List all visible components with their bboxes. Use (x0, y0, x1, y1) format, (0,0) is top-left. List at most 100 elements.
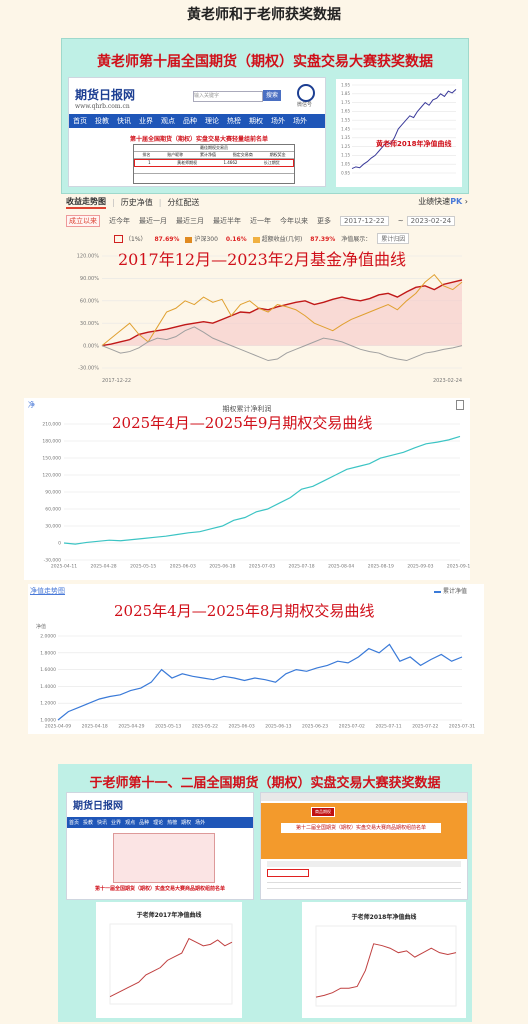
series-line (63, 435, 461, 545)
search-button[interactable]: 搜索 (263, 90, 281, 101)
filter-item[interactable]: 最近半年 (213, 217, 241, 225)
y-tick-label: 1.85 (341, 91, 350, 96)
y-tick-label: 210,000 (42, 422, 61, 428)
x-tick-label: 2023-02-24 (433, 378, 462, 384)
y-tick-label: 0.00% (83, 343, 99, 349)
nav-item[interactable]: 首页 (73, 117, 87, 125)
search-input[interactable]: 输入关键字 (193, 91, 263, 102)
x-tick-label: 2025-09-18 (447, 564, 470, 570)
series-line (315, 943, 457, 998)
qr-label: 微信号 (297, 102, 313, 108)
y-axis-label: 净值 (36, 623, 46, 630)
tab-trend[interactable]: 收益走势图 (66, 196, 106, 209)
nav-item[interactable]: 业界 (139, 117, 153, 125)
nav-item[interactable]: 观点 (125, 820, 136, 826)
nav-item[interactable]: 投教 (95, 117, 109, 125)
nav-item[interactable]: 快讯 (97, 820, 108, 826)
option-nav-chart-svg: 净值2.00001.80001.60001.40001.20001.000020… (36, 623, 475, 730)
legend-right[interactable]: 累计净值 (434, 586, 467, 595)
nav-item[interactable]: 热榜 (227, 117, 241, 125)
chart-legend-left[interactable]: 净值走势图 (30, 587, 65, 595)
filter-item[interactable]: 最近一月 (139, 217, 167, 225)
nav-item[interactable]: 场外 (271, 117, 285, 125)
y-tick-label: 1.4000 (40, 684, 56, 690)
tab-history[interactable]: 历史净值 (120, 197, 153, 207)
nav-item[interactable]: 场外 (195, 820, 206, 826)
y-tick-label: 1.75 (341, 100, 350, 105)
nav-item[interactable]: 观点 (161, 117, 175, 125)
browser-bar (261, 793, 467, 801)
y-tick-label: -30.00% (78, 366, 99, 372)
nav-item[interactable]: 理论 (205, 117, 219, 125)
nav-item[interactable]: 期权 (249, 117, 263, 125)
nav-item[interactable]: 热榜 (167, 820, 178, 826)
site-nav: 首页 投教 快讯 业界 观点 品种 理论 热榜 期权 场外 (67, 817, 253, 828)
award-panel-huang: 黄老师第十届全国期货（期权）实盘交易大赛获奖数据 期货日报网 www.qhrb.… (61, 38, 469, 194)
filter-more[interactable]: 更多 (317, 217, 331, 225)
y-tick-label: 1.0000 (40, 718, 56, 724)
display-mode-select[interactable]: 累计归因 (377, 233, 410, 244)
y-tick-label: 90,000 (45, 490, 61, 496)
nav-item[interactable]: 业界 (111, 820, 122, 826)
y-tick-label: 1.95 (341, 82, 350, 87)
x-tick-label: 2025-05-13 (155, 724, 181, 730)
option-profit-chart-svg: 210,000 180,000 150,000 120,000 90,000 60,000… (42, 422, 473, 570)
panel-heading: 黄老师第十届全国期货（期权）实盘交易大赛获奖数据 (97, 54, 433, 70)
fund-nav-chart-svg: 120.00% 90.00% 60.00% 30.00% 0.00% -30.00%201… (77, 254, 463, 384)
x-tick-label: 2025-04-29 (118, 724, 144, 730)
nav-item[interactable]: 品种 (183, 117, 197, 125)
menu-icon[interactable] (456, 400, 464, 410)
series-line (57, 643, 463, 721)
table-row-highlight: 1 黄老师期权 1.4662 长江期货 (134, 159, 294, 167)
y-tick-label: 60,000 (45, 507, 61, 513)
y-tick-label: 150,000 (42, 456, 61, 462)
x-tick-label: 2025-07-22 (412, 724, 438, 730)
nav-item[interactable]: 首页 (69, 820, 80, 826)
date-to-input[interactable]: 2023-02-24 (406, 216, 456, 226)
nav-item[interactable]: 快讯 (117, 117, 131, 125)
y-tick-label: -30,000 (44, 558, 62, 564)
nav-item[interactable]: 理论 (153, 820, 164, 826)
table-header: 最佳期权交易员 (134, 145, 294, 152)
table-col-row: 排名 账户昵称 累计净值 指定交易商 期权奖金 (134, 152, 294, 159)
legend-item[interactable]: 超额收益(几何) 87.39% (252, 234, 335, 243)
chevron-right-icon: › (464, 197, 468, 206)
legend-item[interactable]: （1%） 87.69% (114, 234, 179, 244)
nav-item[interactable]: 投教 (83, 820, 94, 826)
filter-item[interactable]: 近一年 (250, 217, 271, 225)
chart-title: 期权累计净利润 (222, 405, 272, 413)
filter-since-inception[interactable]: 成立以来 (66, 215, 100, 227)
y-tick-label: 1.35 (341, 135, 350, 140)
x-tick-label: 2025-07-31 (449, 724, 475, 730)
y-tick-label: 0.95 (341, 170, 350, 175)
y-tick-label: 1.55 (341, 118, 350, 123)
ranking-table: 最佳期权交易员 排名 账户昵称 累计净值 指定交易商 期权奖金 1 黄老师期权 1.4662… (133, 144, 295, 184)
nav-item[interactable]: 场外 (293, 117, 307, 125)
plot-area (109, 923, 233, 1005)
y-tick-label: 90.00% (80, 276, 99, 282)
filter-item[interactable]: 今年以来 (280, 217, 308, 225)
fund-nav-chart: 120.00% 90.00% 60.00% 30.00% 0.00% -30.00% 201… (64, 244, 468, 390)
website-screenshot: 期货日报网 www.qhrb.com.cn 输入关键字 搜索 微信号 首页 投教… (68, 77, 326, 187)
chart-overlay-title: 2025年4月—2025年8月期权交易曲线 (114, 602, 375, 620)
x-tick-label: 2025-06-13 (265, 724, 291, 730)
filter-item[interactable]: 近今年 (109, 217, 130, 225)
x-tick-label: 2025-05-15 (130, 564, 156, 570)
option-profit-chart: 净 期权累计净利润 210,000 180,000 150,000 120,000 90… (24, 398, 473, 580)
x-tick-label: 2025-04-09 (45, 724, 71, 730)
x-tick-label: 2025-04-11 (51, 564, 77, 570)
y-tick-label: 180,000 (42, 439, 61, 445)
y-tick-label: 1.6000 (40, 667, 56, 673)
pk-link[interactable]: 业绩快速PK › (418, 197, 468, 206)
legend-item[interactable]: 沪深300 0.16% (185, 234, 247, 243)
tab-dividend[interactable]: 分红配送 (167, 197, 200, 207)
chart-tabs: 收益走势图 | 历史净值 | 分红配送 (66, 196, 200, 209)
nav-item[interactable]: 期权 (181, 820, 192, 826)
filter-item[interactable]: 最近三月 (176, 217, 204, 225)
nav-item[interactable]: 品种 (139, 820, 150, 826)
chart-legend-left[interactable]: 净 (28, 401, 35, 409)
y-tick-label: 1.15 (341, 153, 350, 158)
date-from-input[interactable]: 2017-12-22 (340, 216, 389, 226)
table-caption: 第十届全国期货（期权）实盘交易大赛轻量组前名单 (129, 136, 268, 143)
category-tab[interactable]: 商品期权 (311, 807, 335, 817)
